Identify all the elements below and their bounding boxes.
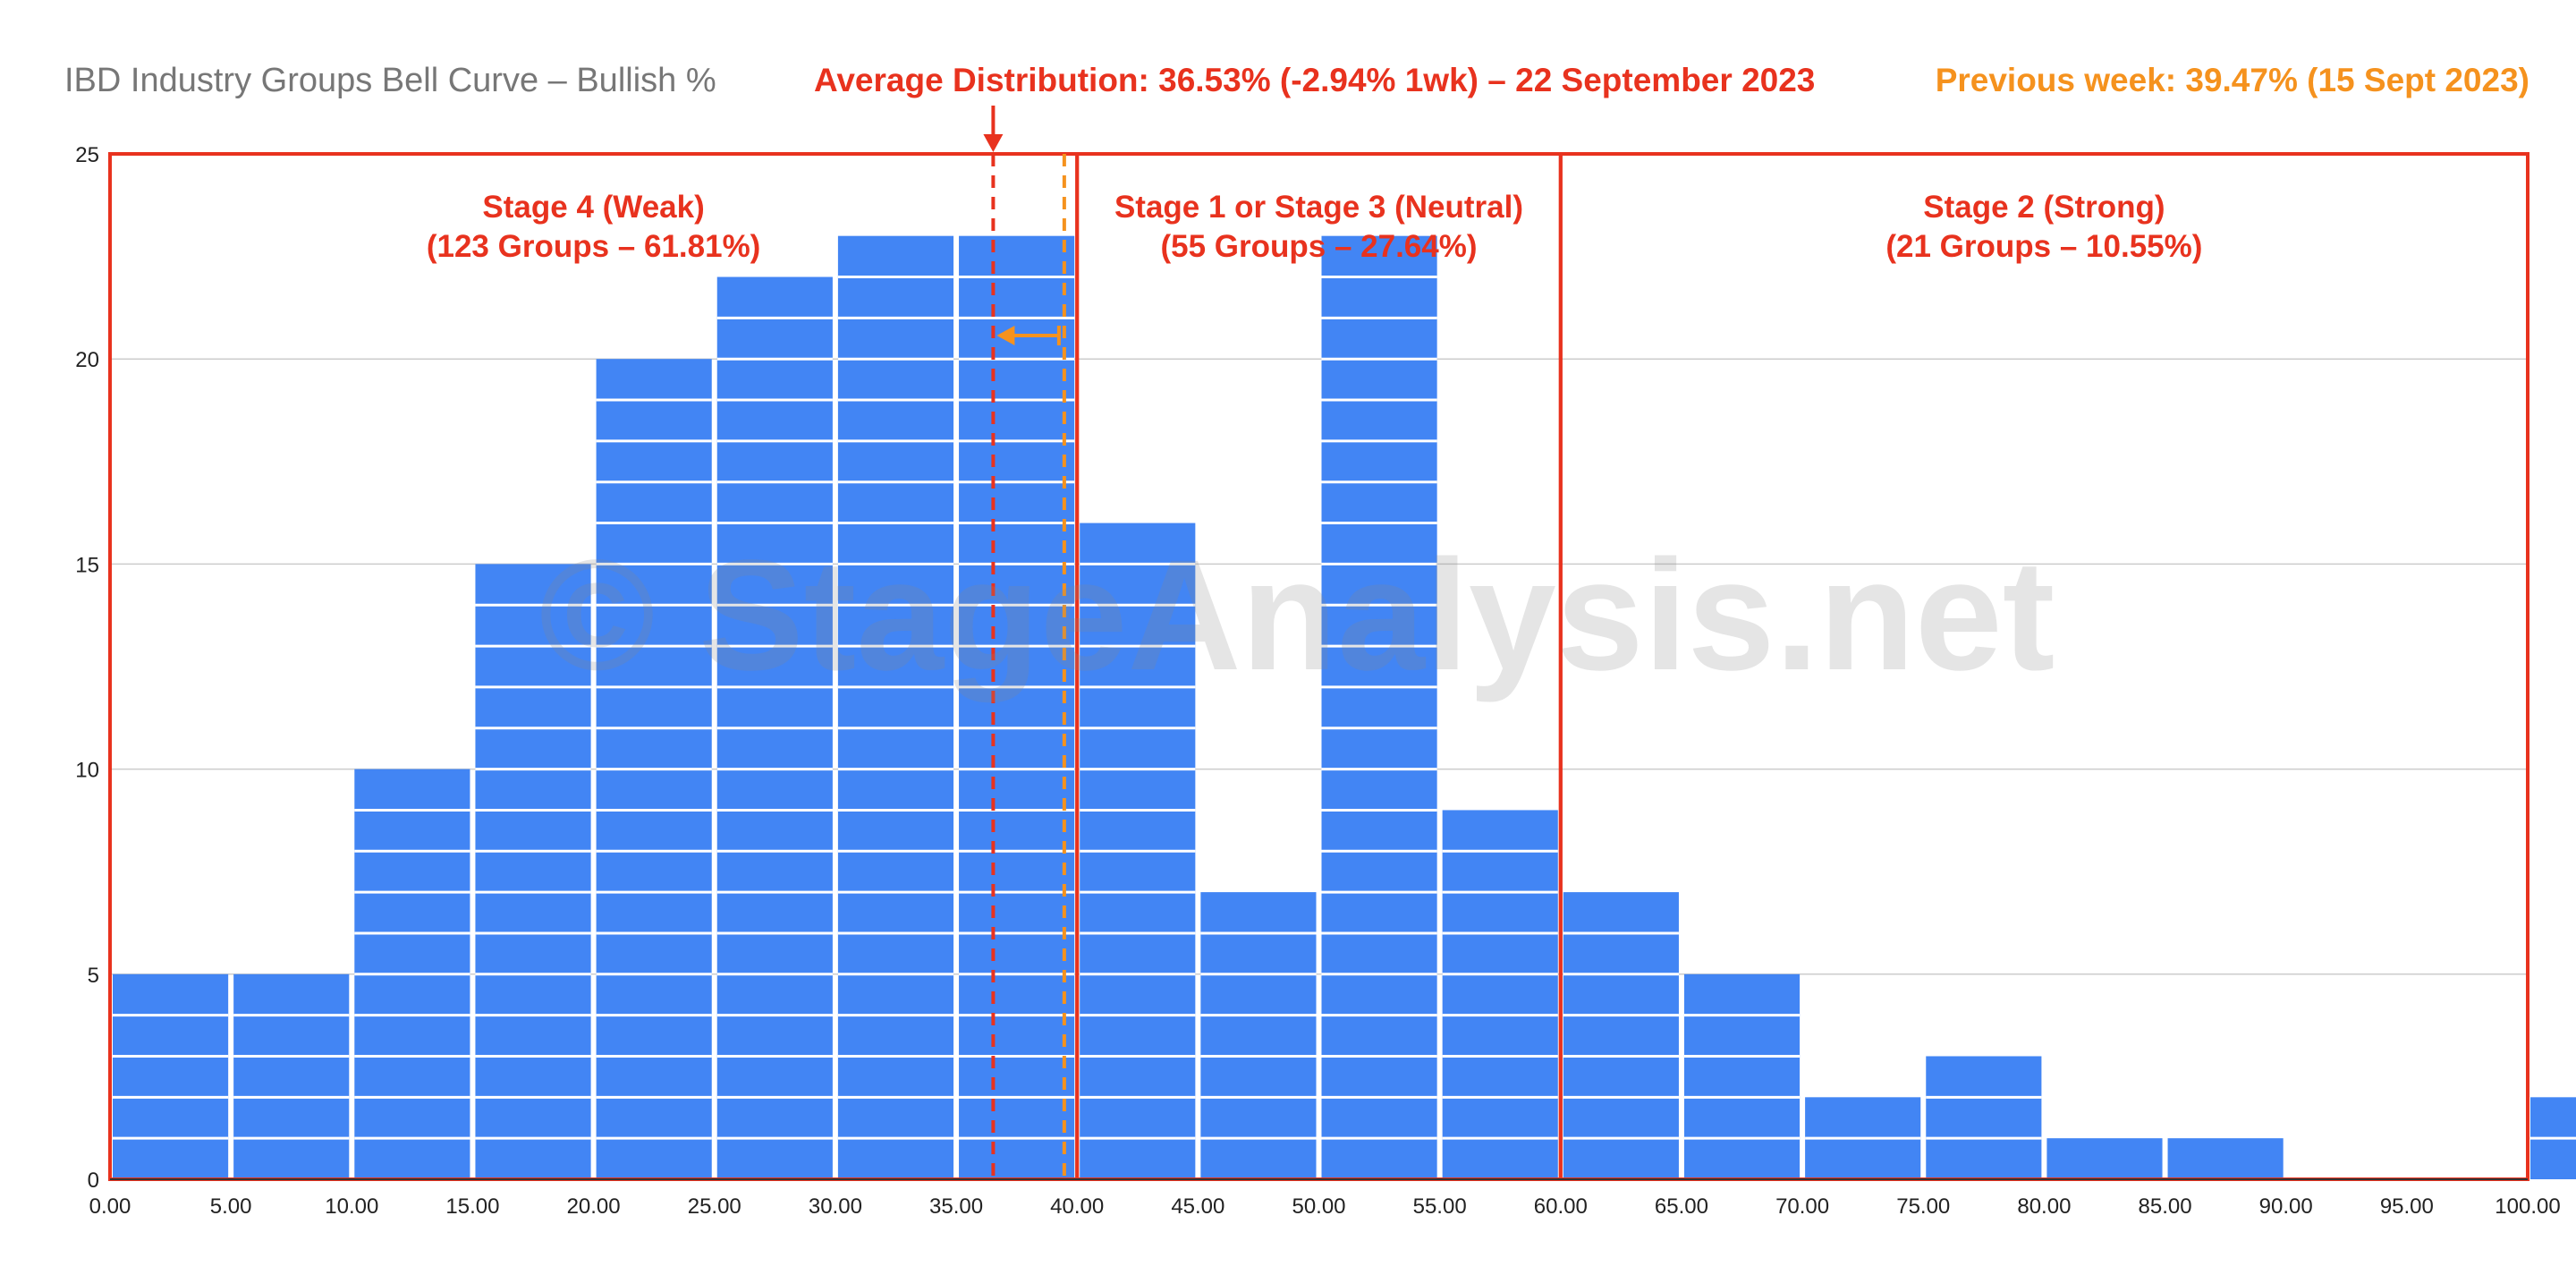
x-tick-label: 50.00 <box>1292 1194 1345 1219</box>
stage-label: Stage 2 (Strong) <box>1923 190 2165 225</box>
bar <box>596 359 712 1179</box>
bar <box>2530 1097 2576 1179</box>
stage-sublabel: (55 Groups – 27.64%) <box>1160 229 1477 264</box>
bar <box>113 973 229 1179</box>
x-tick-label: 75.00 <box>1896 1194 1950 1219</box>
stage-sublabel: (123 Groups – 61.81%) <box>427 229 761 264</box>
bar-fill <box>475 564 591 1179</box>
bar <box>1805 1097 1921 1179</box>
previous-week-label: Previous week: 39.47% (15 Sept 2023) <box>1936 62 2529 98</box>
x-tick-label: 80.00 <box>2017 1194 2071 1219</box>
x-tick-label: 0.00 <box>89 1194 131 1219</box>
bar <box>959 235 1075 1180</box>
stage-label: Stage 1 or Stage 3 (Neutral) <box>1114 190 1523 225</box>
y-tick-label: 25 <box>75 143 99 167</box>
change-arrow-head <box>996 326 1015 345</box>
stage-sublabel: (21 Groups – 10.55%) <box>1885 229 2202 264</box>
average-distribution-label: Average Distribution: 36.53% (-2.94% 1wk… <box>814 62 1815 98</box>
x-tick-label: 55.00 <box>1413 1194 1467 1219</box>
bar-fill <box>233 973 350 1179</box>
bar-fill <box>1926 1056 2042 1179</box>
bar <box>1200 892 1317 1179</box>
bar <box>1926 1056 2042 1179</box>
bar <box>475 564 591 1179</box>
bar <box>2167 1138 2284 1179</box>
y-tick-label: 10 <box>75 759 99 783</box>
bar <box>1080 523 1196 1179</box>
bar <box>1683 973 1801 1179</box>
bar-fill <box>1683 973 1801 1179</box>
bar-fill <box>113 973 229 1179</box>
bar <box>354 769 470 1179</box>
bar-fill <box>2046 1138 2163 1179</box>
x-tick-label: 5.00 <box>210 1194 252 1219</box>
x-tick-label: 45.00 <box>1171 1194 1224 1219</box>
x-tick-label: 85.00 <box>2139 1194 2192 1219</box>
bar <box>233 973 350 1179</box>
bar <box>1321 235 1437 1180</box>
y-tick-label: 0 <box>88 1169 99 1193</box>
bar <box>2046 1138 2163 1179</box>
x-tick-label: 10.00 <box>325 1194 378 1219</box>
x-tick-label: 35.00 <box>929 1194 983 1219</box>
x-tick-label: 40.00 <box>1050 1194 1104 1219</box>
x-tick-label: 25.00 <box>688 1194 741 1219</box>
bar-fill <box>2167 1138 2284 1179</box>
y-tick-label: 15 <box>75 553 99 577</box>
x-tick-label: 90.00 <box>2259 1194 2313 1219</box>
x-tick-label: 100.00 <box>2495 1194 2560 1219</box>
bar <box>837 235 954 1180</box>
bar <box>1442 810 1558 1179</box>
chart-title: IBD Industry Groups Bell Curve – Bullish… <box>64 62 716 99</box>
bar <box>1563 892 1679 1179</box>
x-tick-label: 20.00 <box>567 1194 621 1219</box>
bar-fill <box>1563 892 1679 1179</box>
x-tick-label: 30.00 <box>809 1194 862 1219</box>
y-tick-label: 20 <box>75 348 99 372</box>
x-tick-label: 70.00 <box>1775 1194 1829 1219</box>
x-tick-label: 65.00 <box>1655 1194 1708 1219</box>
bar-fill <box>837 235 954 1180</box>
bar-fill <box>1200 892 1317 1179</box>
x-tick-label: 15.00 <box>445 1194 499 1219</box>
x-tick-label: 60.00 <box>1534 1194 1588 1219</box>
stage-label: Stage 4 (Weak) <box>482 190 704 225</box>
bar-fill <box>1321 235 1437 1180</box>
y-tick-label: 5 <box>88 964 99 988</box>
watermark-text: © StageAnalysis.net <box>539 528 2055 703</box>
average-arrow-head <box>983 134 1004 152</box>
x-tick-label: 95.00 <box>2380 1194 2434 1219</box>
bar <box>716 276 833 1179</box>
bar-fill <box>1442 810 1558 1179</box>
bar-fill <box>959 235 1075 1180</box>
